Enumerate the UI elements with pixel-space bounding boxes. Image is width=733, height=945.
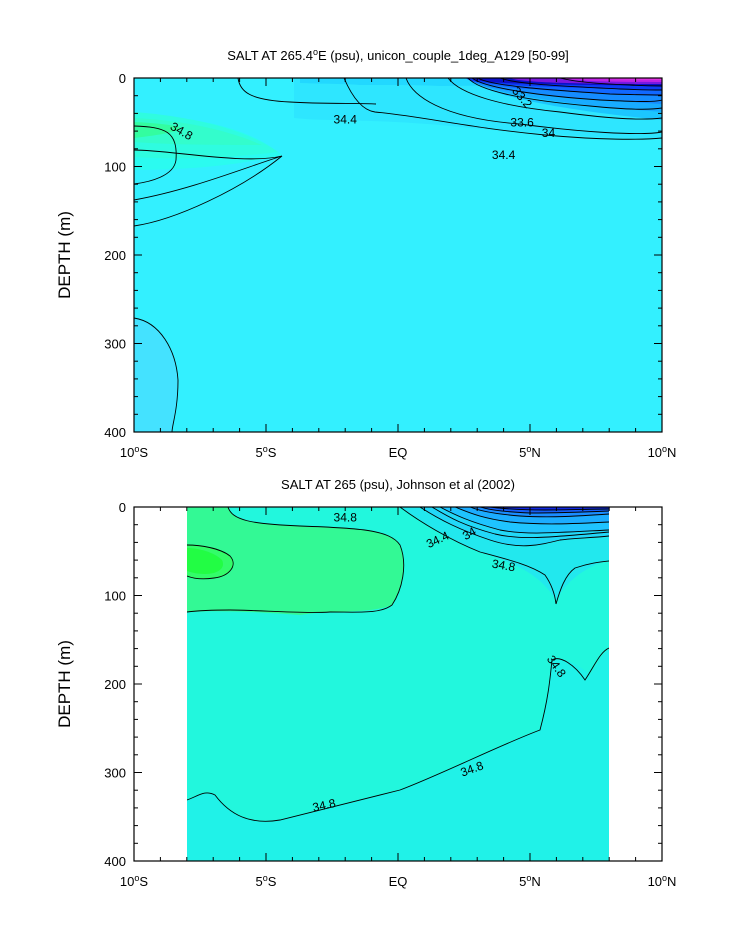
- contour-label: 34.4: [334, 113, 358, 127]
- contour-label: 33.6: [510, 115, 534, 129]
- contour-label-text: 34.8: [334, 511, 358, 525]
- contour-label: 34.8: [334, 511, 358, 525]
- contour-label-text: 34.8: [491, 556, 517, 574]
- x-tick-label: EQ: [389, 874, 408, 889]
- y-tick-label: 0: [119, 71, 126, 86]
- x-tick-label: 10oN: [648, 444, 677, 460]
- contour-label-text: 34: [542, 126, 556, 140]
- y-axis-label: DEPTH (m): [55, 640, 74, 728]
- y-axis: 0 100 200 300 400: [104, 500, 662, 869]
- x-tick-label: 10oS: [120, 444, 148, 460]
- y-tick-label: 200: [104, 248, 126, 263]
- y-axis: 0 100 200 300 400: [104, 71, 662, 440]
- y-tick-label: 0: [119, 500, 126, 515]
- panel-title: SALT AT 265 (psu), Johnson et al (2002): [281, 477, 515, 492]
- x-tick-label: EQ: [389, 445, 408, 460]
- contour-label-text: 34.4: [334, 113, 358, 127]
- y-tick-label: 200: [104, 677, 126, 692]
- y-tick-label: 400: [104, 425, 126, 440]
- panel-observation: SALT AT 265 (psu), Johnson et al (2002): [55, 477, 676, 889]
- contour-label-text: 34.8: [311, 796, 337, 815]
- x-tick-label: 5oS: [256, 873, 277, 889]
- contour-label-text: 33.6: [510, 115, 534, 129]
- x-tick-label: 10oN: [648, 873, 677, 889]
- panel-model: SALT AT 265.4oE (psu), unicon_couple_1de…: [55, 47, 676, 460]
- y-tick-label: 100: [104, 160, 126, 175]
- contour-lines: [187, 507, 609, 822]
- x-axis: 10oS 5oS EQ 5oN 10oN: [120, 78, 677, 460]
- x-tick-label: 5oS: [256, 444, 277, 460]
- x-axis: 10oS 5oS EQ 5oN 10oN: [120, 507, 677, 889]
- salinity-field: [187, 507, 609, 861]
- y-axis-label: DEPTH (m): [55, 211, 74, 299]
- contour-label: 34: [460, 524, 479, 543]
- x-tick-label: 10oS: [120, 873, 148, 889]
- y-tick-label: 400: [104, 854, 126, 869]
- contour-label: 34.4: [492, 148, 516, 162]
- x-tick-label: 5oN: [519, 873, 541, 889]
- contour-lines: [134, 78, 662, 432]
- contour-label-text: 34.4: [492, 148, 516, 162]
- contour-label: 34: [542, 126, 556, 140]
- contour-label: 34.8: [311, 796, 337, 815]
- panel-title: SALT AT 265.4oE (psu), unicon_couple_1de…: [227, 47, 569, 63]
- contour-label: 34.8: [491, 556, 517, 574]
- x-tick-label: 5oN: [519, 444, 541, 460]
- y-tick-label: 300: [104, 337, 126, 352]
- y-tick-label: 300: [104, 766, 126, 781]
- y-tick-label: 100: [104, 589, 126, 604]
- contour-label-text: 34: [460, 524, 479, 543]
